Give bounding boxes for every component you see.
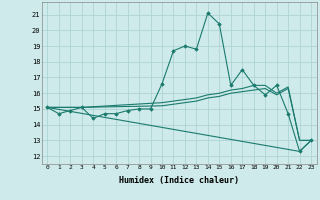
X-axis label: Humidex (Indice chaleur): Humidex (Indice chaleur): [119, 176, 239, 185]
